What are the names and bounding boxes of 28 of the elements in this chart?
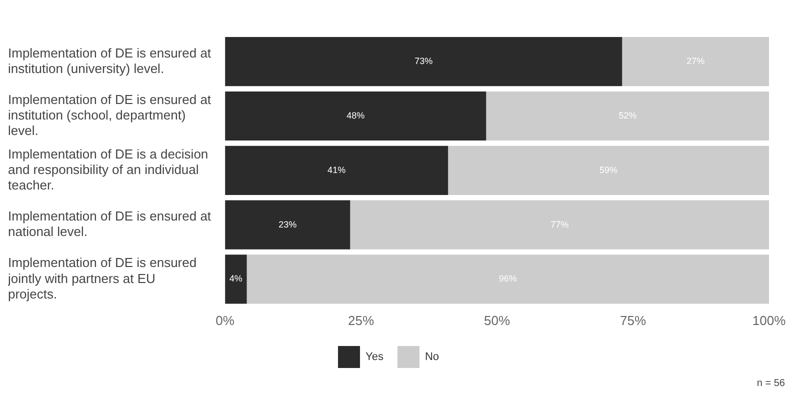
data-label: 48%: [346, 110, 365, 120]
text: n = 56: [756, 378, 786, 389]
y-tick-label: Implementation of DE is ensured at institution (university) level.: [8, 45, 212, 76]
data-label: 23%: [278, 219, 297, 230]
bar: [350, 200, 769, 250]
x-tick-label: 25%: [348, 312, 374, 328]
bar: [225, 37, 622, 86]
bar: [225, 200, 350, 250]
y-tick-label: Implementation of DE is ensured jointly with partners at EU projects.: [7, 255, 197, 302]
bar: [448, 146, 769, 195]
bar: [225, 91, 486, 141]
x-tick-label: 75%: [620, 312, 646, 328]
bar: [622, 37, 769, 86]
x-tick-label: 0%: [216, 312, 235, 328]
data-label: 4%: [229, 274, 242, 284]
x-tick-label: 50%: [484, 312, 510, 328]
data-label: 41%: [328, 164, 346, 175]
legend-label: Yes: [365, 351, 384, 364]
legend-label: No: [424, 351, 440, 364]
bar: [486, 91, 769, 141]
x-tick-label: 100%: [752, 312, 786, 328]
y-tick-label: Implementation of DE is a decision and responsibility of an individual teacher.: [8, 146, 208, 193]
bar: [225, 254, 247, 304]
bar: [225, 146, 448, 195]
y-tick-label: Implementation of DE is ensured at institution (school, department) level.: [8, 92, 212, 138]
y-tick-label: Implementation of DE is ensured at national level.: [8, 208, 212, 240]
data-label: 73%: [414, 56, 433, 66]
bar: [246, 254, 769, 304]
